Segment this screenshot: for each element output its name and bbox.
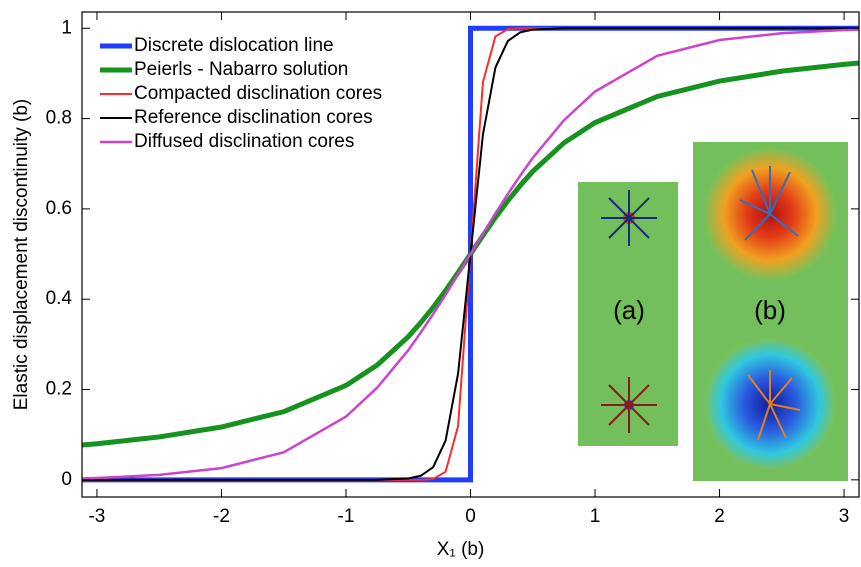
y-tick-label: 1 [61,17,72,38]
y-axis-label: Elastic displacement discontinuity (b) [11,99,32,411]
y-tick-label: 0.4 [46,288,73,309]
y-tick-label: 0 [61,469,72,490]
series-line [82,28,859,480]
legend-label: Compacted disclination cores [134,83,382,104]
annotation: (b) [754,295,786,325]
legend-label: Discrete dislocation line [134,35,334,56]
arrows [747,370,801,441]
legend-label: Diffused disclination cores [134,131,354,152]
x-tick-label: 3 [839,506,850,527]
legend-label: Reference disclination cores [134,107,373,128]
x-tick-label: -2 [213,506,230,527]
series-group [82,25,859,483]
x-tick-label: 2 [714,506,725,527]
insets [578,142,848,481]
x-tick-label: -3 [88,506,105,527]
x-axis-label: X₁ (b) [437,539,485,560]
y-tick-label: 0.6 [46,198,72,219]
axes-frame [81,11,860,498]
x-tick-label: 1 [590,506,601,527]
arrows [601,377,657,433]
legend-label: Peierls - Nabarro solution [134,59,348,80]
x-tick-label: -1 [338,506,355,527]
arrows [601,190,657,246]
y-tick-label: 0.2 [46,379,72,400]
y-tick-label: 0.8 [46,108,72,129]
arrows [739,166,799,241]
x-tick-label: 0 [465,506,476,527]
annotation: (a) [613,295,645,325]
